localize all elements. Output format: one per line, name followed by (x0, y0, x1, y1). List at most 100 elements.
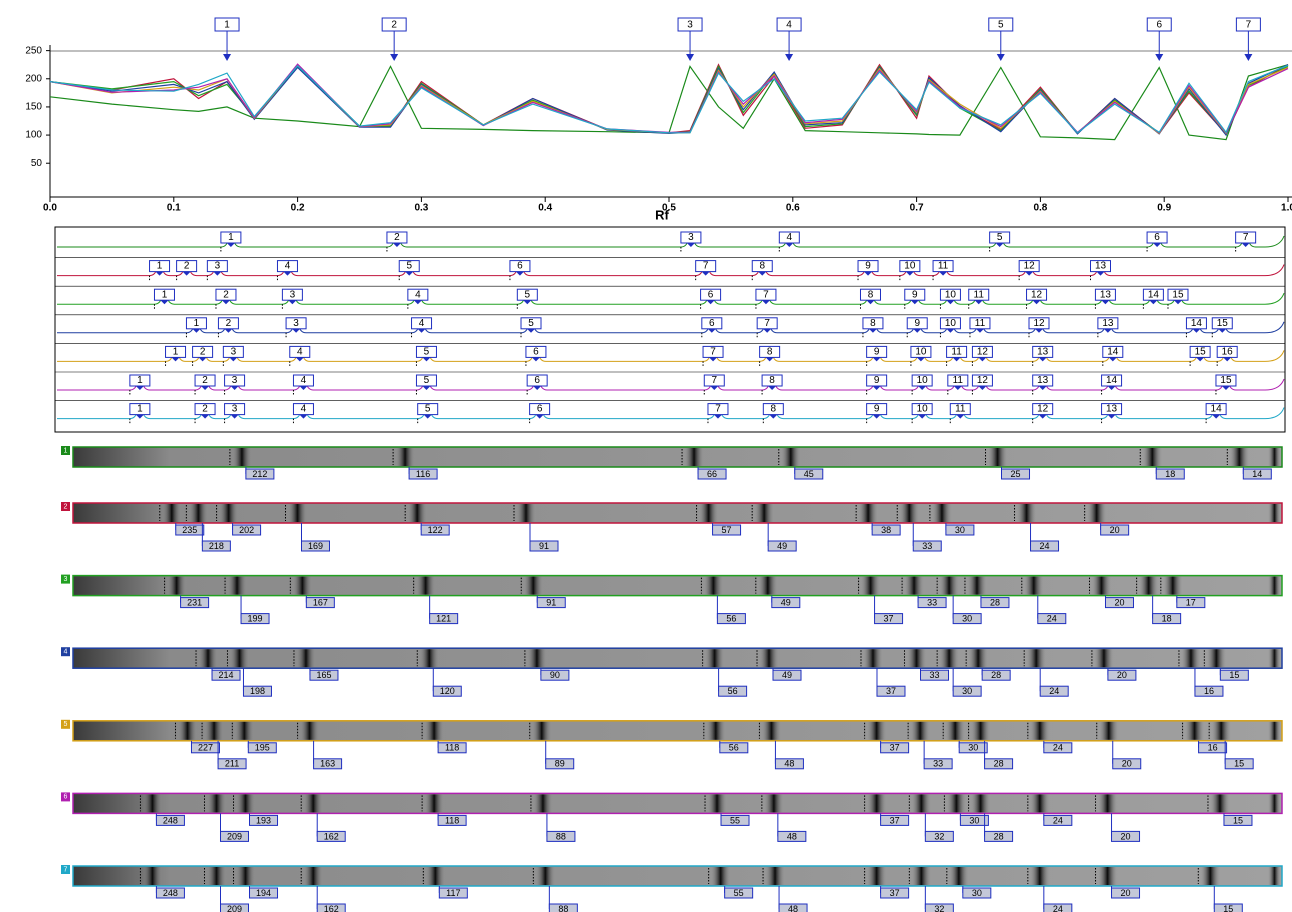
gel-band (177, 721, 198, 740)
peak-arrow (785, 243, 794, 247)
mw-label-box (548, 903, 578, 912)
mw-label-box (1152, 613, 1182, 625)
mw-label: 15 (1233, 815, 1243, 825)
x-tick-label: 0.3 (414, 203, 428, 214)
mw-label-box (305, 597, 335, 609)
mw-label: 30 (972, 888, 982, 898)
mw-label-box (880, 887, 910, 899)
mw-label: 24 (1049, 686, 1059, 696)
peak-number: 5 (997, 232, 1003, 243)
gel-band (218, 504, 239, 522)
gel-band (1098, 721, 1119, 740)
mw-label: 32 (934, 904, 944, 912)
mw-label: 198 (250, 686, 265, 696)
peak-arrow (392, 243, 401, 247)
mw-label-box (962, 887, 992, 899)
peak-number: 5 (406, 261, 412, 272)
mw-label: 49 (777, 541, 787, 551)
gel-band (939, 649, 960, 668)
peak-arrow (515, 271, 524, 276)
mw-label: 20 (1114, 597, 1124, 607)
lane-id-box (61, 502, 70, 511)
peak-marker-arrow (1155, 54, 1164, 61)
mw-label: 248 (163, 815, 178, 825)
mw-label: 15 (1234, 759, 1244, 769)
mw-label-box (981, 669, 1011, 681)
peak-number: 4 (301, 404, 307, 415)
mw-label: 162 (324, 904, 339, 912)
peak-arrow (918, 414, 927, 419)
mw-label-box (1037, 613, 1067, 625)
mw-label-box (1224, 758, 1254, 770)
x-tick-label: 1.0 (1281, 203, 1292, 214)
mw-label: 118 (445, 743, 459, 753)
peak-number: 14 (1148, 289, 1160, 300)
peak-number: 4 (419, 318, 425, 329)
peak-number: 11 (953, 375, 964, 386)
gel-band (1211, 721, 1232, 740)
mw-label-box (958, 742, 988, 754)
peak-number: 8 (868, 289, 874, 300)
peak-arrow (956, 414, 965, 419)
mw-label-box (155, 887, 185, 899)
mw-label: 37 (884, 613, 894, 623)
mw-label: 165 (316, 670, 331, 680)
peak-arrow (995, 243, 1004, 247)
peak-number: 6 (1154, 232, 1160, 243)
peak-number: 13 (1095, 261, 1107, 272)
mw-label: 24 (1053, 743, 1063, 753)
mw-label-box (1043, 814, 1073, 826)
peak-number: 1 (162, 289, 168, 300)
gel-band (684, 448, 705, 466)
peak-number: 13 (1106, 404, 1118, 415)
peak-arrow (224, 328, 233, 333)
peak-arrow (1101, 300, 1110, 305)
peak-arrow (1107, 414, 1116, 419)
peak-arrow (1103, 328, 1112, 333)
mw-label-box (880, 742, 910, 754)
peak-number: 11 (938, 261, 949, 272)
mw-label: 193 (256, 815, 271, 825)
gel-band (780, 448, 801, 466)
peak-number: 4 (285, 261, 291, 272)
peak-number: 9 (914, 318, 920, 329)
x-tick-label: 0.9 (1157, 203, 1171, 214)
peak-arrow (706, 300, 715, 305)
peak-arrow (192, 328, 201, 333)
gel-band (424, 794, 445, 813)
peak-arrow (295, 357, 304, 362)
mw-label: 17 (1186, 597, 1196, 607)
peak-number: 2 (223, 289, 229, 300)
peak-arrow (405, 271, 414, 276)
mw-label: 28 (994, 831, 1004, 841)
mw-label-box (1111, 830, 1141, 842)
peak-number: 3 (293, 318, 299, 329)
gel-band (526, 649, 547, 668)
mw-label: 16 (1204, 686, 1214, 696)
peak-number: 7 (710, 347, 716, 358)
mw-label-box (247, 742, 277, 754)
peak-marker-label: 7 (1246, 20, 1252, 31)
gel-band (899, 504, 920, 522)
mw-label: 214 (219, 670, 234, 680)
peak-number: 1 (137, 375, 143, 386)
mw-label-box (545, 758, 575, 770)
mw-label-box (959, 814, 989, 826)
gel-band (299, 721, 320, 740)
mw-label: 49 (781, 597, 791, 607)
peak-number: 4 (415, 289, 421, 300)
mw-label: 16 (1208, 743, 1218, 753)
lane-id: 4 (64, 649, 68, 656)
peak-arrow (1212, 414, 1221, 419)
x-tick-label: 0.0 (43, 203, 57, 214)
gel-band (407, 504, 428, 522)
mw-label: 24 (1053, 815, 1063, 825)
mw-label: 117 (446, 888, 460, 898)
peak-arrow (230, 414, 239, 419)
peak-arrow (1223, 357, 1232, 362)
gel-band (1023, 576, 1044, 595)
mw-label: 33 (922, 541, 932, 551)
x-tick-label: 0.8 (1033, 203, 1047, 214)
profile-panel (54, 226, 1286, 433)
y-tick-label: 100 (25, 130, 42, 141)
